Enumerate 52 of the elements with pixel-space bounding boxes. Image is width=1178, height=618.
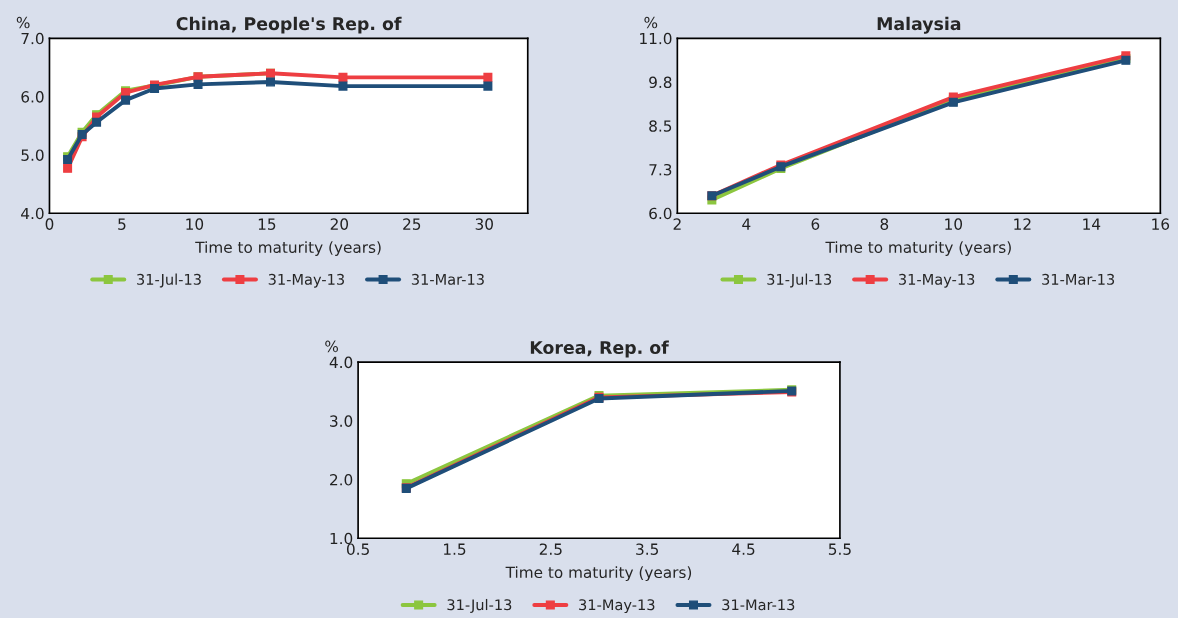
x-tick-label: 30 bbox=[475, 218, 493, 230]
chart-title: Malaysia bbox=[877, 16, 961, 34]
x-tick-label: 2 bbox=[673, 218, 681, 230]
x-axis-title: Time to maturity (years) bbox=[825, 241, 1011, 256]
x-tick-label: 25 bbox=[403, 218, 421, 230]
x-tick-label: 2.5 bbox=[539, 543, 562, 555]
x-tick-label: 12 bbox=[1014, 218, 1031, 230]
y-tick-label: 4.0 bbox=[329, 356, 353, 369]
x-tick-label: 8 bbox=[880, 218, 889, 230]
x-axis-title: Time to maturity (years) bbox=[505, 566, 692, 582]
x-tick-label: 10 bbox=[186, 218, 204, 230]
x-tick-label: 16 bbox=[1152, 218, 1170, 230]
x-axis-title: Time to maturity (years) bbox=[195, 241, 381, 256]
y-tick-label: 6.0 bbox=[649, 207, 672, 220]
x-tick-label: 14 bbox=[1083, 218, 1101, 230]
y-tick-label: 11.0 bbox=[640, 32, 672, 45]
y-tick-label: 8.5 bbox=[649, 120, 672, 132]
x-tick-label: 5.5 bbox=[828, 543, 851, 555]
x-tick-label: 6 bbox=[811, 218, 820, 230]
y-tick-label: 6.0 bbox=[21, 91, 44, 103]
legend-label: 31-Mar-13 bbox=[411, 273, 484, 285]
y-tick-label: 2.0 bbox=[330, 474, 353, 486]
y-axis-title: % bbox=[325, 340, 339, 353]
y-axis-title: % bbox=[16, 16, 30, 29]
x-tick-label: 5 bbox=[118, 218, 126, 230]
chart-title: Korea, Rep. of bbox=[530, 340, 669, 358]
y-tick-label: 4.0 bbox=[21, 207, 44, 220]
x-tick-label: 0 bbox=[45, 218, 54, 230]
y-tick-label: 5.0 bbox=[21, 149, 44, 161]
y-tick-label: 7.3 bbox=[649, 163, 672, 176]
x-tick-label: 15 bbox=[258, 218, 276, 230]
legend-label: 31-Jul-13 bbox=[767, 273, 832, 288]
y-tick-label: 9.8 bbox=[649, 76, 672, 89]
chart-title: China, People's Rep. of bbox=[176, 16, 402, 34]
legend-label: 31-May-13 bbox=[898, 273, 975, 288]
legend-label: 31-Jul-13 bbox=[447, 598, 512, 613]
legend-label: 31-Mar-13 bbox=[1042, 273, 1115, 285]
legend-label: 31-May-13 bbox=[268, 273, 344, 288]
x-tick-label: 4 bbox=[742, 218, 751, 230]
y-tick-label: 7.0 bbox=[21, 32, 44, 45]
y-axis-title: % bbox=[644, 16, 658, 29]
legend-label: 31-May-13 bbox=[579, 599, 655, 614]
x-tick-label: 1.5 bbox=[444, 543, 466, 555]
legend-label: 31-Mar-13 bbox=[722, 599, 795, 611]
y-tick-label: 3.0 bbox=[330, 415, 353, 427]
x-tick-label: 10 bbox=[945, 218, 963, 230]
x-tick-label: 20 bbox=[330, 218, 349, 230]
legend-label: 31-Jul-13 bbox=[137, 273, 201, 288]
y-tick-label: 1.0 bbox=[330, 532, 353, 545]
x-tick-label: 3.5 bbox=[636, 543, 659, 555]
x-tick-label: 4.5 bbox=[732, 543, 755, 555]
x-tick-label: 0.5 bbox=[346, 543, 369, 555]
